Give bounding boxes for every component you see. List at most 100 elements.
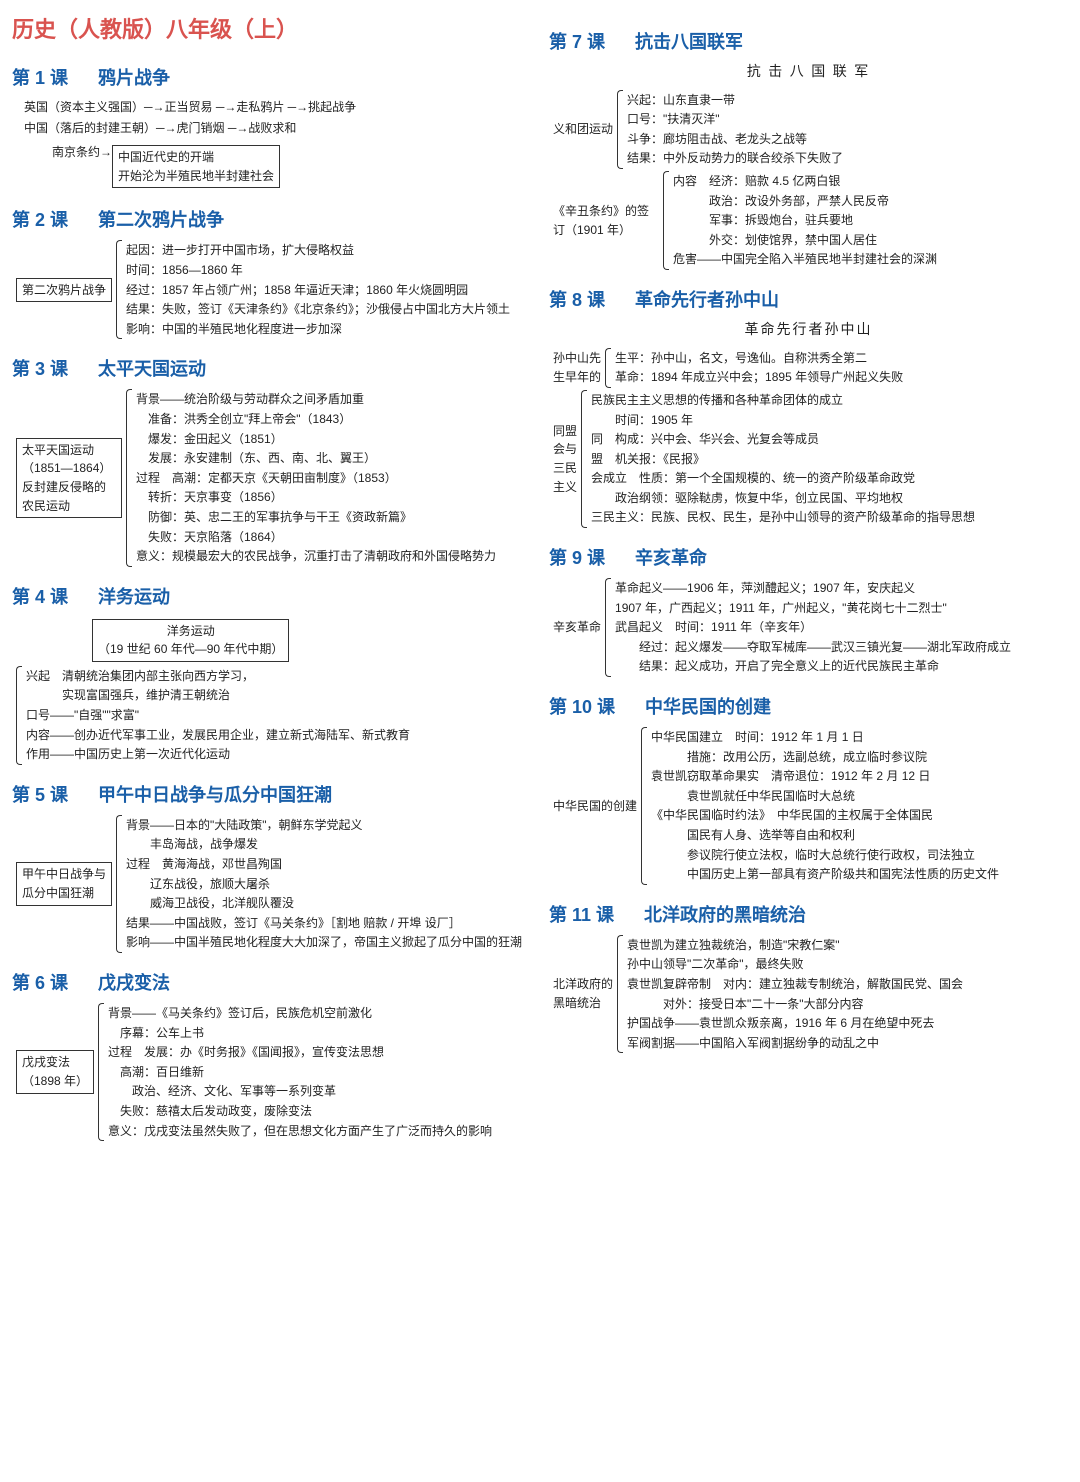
outline-line: 孙中山领导"二次革命"，最终失败	[627, 955, 1068, 974]
outline-line: 经过：1857 年占领广州；1858 年逼近天津；1860 年火烧圆明园	[126, 281, 531, 300]
outline-line: 国民有人身、选举等自由和权利	[651, 826, 1068, 845]
outline-line: 危害——中国完全陷入半殖民地半封建社会的深渊	[673, 250, 1068, 269]
flow-line: 中国（落后的封建王朝）─→虎门销烟 ─→战败求和	[24, 119, 531, 138]
outline-line: 中华民国建立 时间：1912 年 1 月 1 日	[651, 728, 1068, 747]
lesson-content: 第二次鸦片战争起因：进一步打开中国市场，扩大侵略权益时间：1856—1860 年…	[12, 240, 531, 339]
lesson-content: 辛亥革命革命起义——1906 年，萍浏醴起义；1907 年，安庆起义1907 年…	[549, 578, 1068, 677]
lesson-title: 第 3 课太平天国运动	[12, 355, 531, 381]
lesson-content: 北洋政府的 黑暗统治袁世凯为建立独裁统治，制造"宋教仁案"孙中山领导"二次革命"…	[549, 935, 1068, 1054]
lesson-title: 第 11 课北洋政府的黑暗统治	[549, 901, 1068, 927]
main-title: 历史（人教版）八年级（上）	[12, 12, 531, 44]
lesson-title: 第 8 课革命先行者孙中山	[549, 286, 1068, 312]
outline-line: 军阀割据——中国陷入军阀割据纷争的动乱之中	[627, 1034, 1068, 1053]
outline-line: 过程 黄海海战，邓世昌殉国	[126, 855, 531, 874]
section-label-box: 太平天国运动（1851—1864） 反封建反侵略的农民运动	[16, 438, 122, 518]
section-label-box: 第二次鸦片战争	[16, 278, 112, 303]
outline-line: 袁世凯就任中华民国临时大总统	[651, 787, 1068, 806]
lesson-title: 第 7 课抗击八国联军	[549, 28, 1068, 54]
outline-line: 作用——中国历史上第一次近代化运动	[26, 745, 531, 764]
outline-line: 结果——中国战败，签订《马关条约》［割地 赔款 / 开埠 设厂］	[126, 914, 531, 933]
lesson-content: 抗 击 八 国 联 军义和团运动兴起：山东直隶一带口号："扶清灭洋"斗争：廊坊阻…	[549, 62, 1068, 270]
lesson-title: 第 1 课鸦片战争	[12, 64, 531, 90]
outline-line: 背景——统治阶级与劳动群众之间矛盾加重	[136, 390, 531, 409]
lesson-content: 革命先行者孙中山孙中山先 生早年的生平：孙中山，名文，号逸仙。自称洪秀全第二革命…	[549, 320, 1068, 528]
outline-line: 同 构成：兴中会、华兴会、光复会等成员	[591, 430, 1068, 449]
outline-line: 威海卫战役，北洋舰队覆没	[126, 894, 531, 913]
outline-line: 措施：改用公历，选副总统，成立临时参议院	[651, 748, 1068, 767]
outline-line: 转折：天京事变（1856）	[136, 488, 531, 507]
outline-line: 口号："扶清灭洋"	[627, 110, 1068, 129]
outline-line: 过程 发展：办《时务报》《国闻报》，宣传变法思想	[108, 1043, 531, 1062]
lesson-subtitle: 抗 击 八 国 联 军	[549, 62, 1068, 84]
outline-line: 起因：进一步打开中国市场，扩大侵略权益	[126, 241, 531, 260]
outline-line: 1907 年，广西起义；1911 年，广州起义，"黄花岗七十二烈士"	[615, 599, 1068, 618]
outline-line: 对外：接受日本"二十一条"大部分内容	[627, 995, 1068, 1014]
lesson-content: 太平天国运动（1851—1864） 反封建反侵略的农民运动 背景——统治阶级与劳动…	[12, 389, 531, 566]
outline-line: 革命起义——1906 年，萍浏醴起义；1907 年，安庆起义	[615, 579, 1068, 598]
summary-box: 中国近代史的开端开始沦为半殖民地半封建社会	[112, 145, 280, 188]
outline-line: 时间：1905 年	[591, 411, 1068, 430]
outline-line: 政治：改设外务部，严禁人民反帝	[673, 192, 1068, 211]
outline-line: 影响：中国的半殖民地化程度进一步加深	[126, 320, 531, 339]
outline-line: 失败：慈禧太后发动政变，废除变法	[108, 1102, 531, 1121]
group-label: 北洋政府的 黑暗统治	[553, 935, 617, 1054]
outline-line: 过程 高潮：定都天京《天朝田亩制度》（1853）	[136, 469, 531, 488]
outline-line: 结果：中外反动势力的联合绞杀下失败了	[627, 149, 1068, 168]
lesson-title: 第 4 课洋务运动	[12, 583, 531, 609]
group-label: 辛亥革命	[553, 578, 605, 677]
outline-line: 意义：戊戌变法虽然失败了，但在思想文化方面产生了广泛而持久的影响	[108, 1122, 531, 1141]
outline-line: 《中华民国临时约法》 中华民国的主权属于全体国民	[651, 806, 1068, 825]
section-label-box: 甲午中日战争与 瓜分中国狂潮	[16, 862, 112, 905]
outline-line: 结果：起义成功，开启了完全意义上的近代民族民主革命	[615, 657, 1068, 676]
outline-line: 结果：失败，签订《天津条约》《北京条约》；沙俄侵占中国北方大片领土	[126, 300, 531, 319]
lesson-content: 中华民国的创建中华民国建立 时间：1912 年 1 月 1 日 措施：改用公历，…	[549, 727, 1068, 885]
outline-line: 辽东战役，旅顺大屠杀	[126, 875, 531, 894]
group-label: 同盟 会与 三民 主义	[553, 390, 581, 528]
outline-line: 兴起：山东直隶一带	[627, 91, 1068, 110]
lesson-content: 戊戌变法 （1898 年） 背景——《马关条约》签订后，民族危机空前激化 序幕：公…	[12, 1003, 531, 1141]
outline-line: 三民主义：民族、民权、民生，是孙中山领导的资产阶级革命的指导思想	[591, 508, 1068, 527]
flow-line: 英国（资本主义强国）─→正当贸易 ─→走私鸦片 ─→挑起战争	[24, 98, 531, 117]
group-label: 《辛丑条约》的签订（1901 年）	[553, 171, 663, 270]
outline-line: 高潮：百日维新	[108, 1063, 531, 1082]
outline-line: 袁世凯窃取革命果实 清帝退位：1912 年 2 月 12 日	[651, 767, 1068, 786]
group-label: 中华民国的创建	[553, 727, 641, 885]
outline-line: 袁世凯为建立独裁统治，制造"宋教仁案"	[627, 936, 1068, 955]
outline-line: 失败：天京陷落（1864）	[136, 528, 531, 547]
outline-line: 序幕：公车上书	[108, 1024, 531, 1043]
outline-line: 背景——日本的"大陆政策"，朝鲜东学党起义	[126, 816, 531, 835]
summary-box: 洋务运动（19 世纪 60 年代—90 年代中期）	[92, 619, 289, 662]
outline-line: 发展：永安建制（东、西、南、北、翼王）	[136, 449, 531, 468]
outline-line: 防御：英、忠二王的军事抗争与干王《资政新篇》	[136, 508, 531, 527]
outline-line: 意义：规模最宏大的农民战争，沉重打击了清朝政府和外国侵略势力	[136, 547, 531, 566]
outline-line: 内容 经济：赔款 4.5 亿两白银	[673, 172, 1068, 191]
outline-line: 武昌起义 时间：1911 年（辛亥年）	[615, 618, 1068, 637]
outline-line: 盟 机关报：《民报》	[591, 450, 1068, 469]
outline-line: 政治纲领：驱除鞑虏，恢复中华，创立民国、平均地权	[591, 489, 1068, 508]
lesson-title: 第 2 课第二次鸦片战争	[12, 206, 531, 232]
lesson-title: 第 10 课中华民国的创建	[549, 693, 1068, 719]
outline-line: 斗争：廊坊阻击战、老龙头之战等	[627, 130, 1068, 149]
outline-line: 准备：洪秀全创立"拜上帝会"（1843）	[136, 410, 531, 429]
lesson-title: 第 5 课甲午中日战争与瓜分中国狂潮	[12, 781, 531, 807]
outline-line: 背景——《马关条约》签订后，民族危机空前激化	[108, 1004, 531, 1023]
outline-line: 生平：孙中山，名文，号逸仙。自称洪秀全第二	[615, 349, 1068, 368]
group-label: 孙中山先 生早年的	[553, 348, 605, 388]
outline-line: 会成立 性质：第一个全国规模的、统一的资产阶级革命政党	[591, 469, 1068, 488]
outline-line: 中国历史上第一部具有资产阶级共和国宪法性质的历史文件	[651, 865, 1068, 884]
lesson-content: 洋务运动（19 世纪 60 年代—90 年代中期）兴起 清朝统治集团内部主张向西…	[12, 617, 531, 765]
outline-line: 参议院行使立法权，临时大总统行使行政权，司法独立	[651, 846, 1068, 865]
outline-line: 革命：1894 年成立兴中会；1895 年领导广州起义失败	[615, 368, 1068, 387]
outline-line: 口号——"自强""求富"	[26, 706, 531, 725]
outline-line: 内容——创办近代军事工业，发展民用企业，建立新式海陆军、新式教育	[26, 726, 531, 745]
outline-line: 袁世凯复辟帝制 对内：建立独裁专制统治，解散国民党、国会	[627, 975, 1068, 994]
lesson-content: 甲午中日战争与 瓜分中国狂潮背景——日本的"大陆政策"，朝鲜东学党起义 丰岛海战…	[12, 815, 531, 953]
outline-line: 护国战争——袁世凯众叛亲离，1916 年 6 月在绝望中死去	[627, 1014, 1068, 1033]
left-column: 历史（人教版）八年级（上） 第 1 课鸦片战争英国（资本主义强国）─→正当贸易 …	[12, 12, 531, 1143]
outline-line: 爆发：金田起义（1851）	[136, 430, 531, 449]
outline-line: 军事：拆毁炮台，驻兵要地	[673, 211, 1068, 230]
lesson-subtitle: 革命先行者孙中山	[549, 320, 1068, 342]
section-label-box: 戊戌变法 （1898 年）	[16, 1050, 94, 1093]
group-label: 义和团运动	[553, 90, 617, 169]
outline-line: 政治、经济、文化、军事等一系列变革	[108, 1082, 531, 1101]
